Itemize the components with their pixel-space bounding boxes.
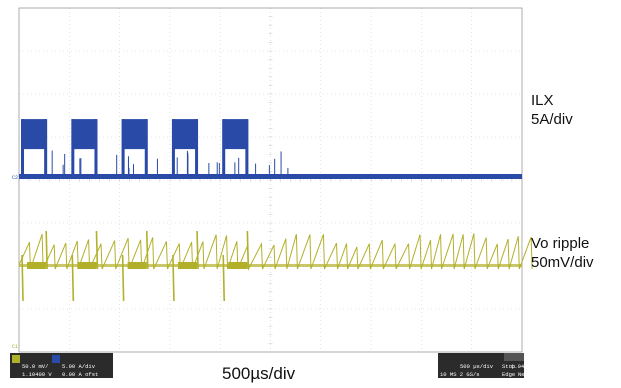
vo-ripple-annotation: Vo ripple 50mV/div <box>531 234 594 272</box>
ilx-high-band <box>223 119 248 150</box>
vo-switching-spike <box>196 230 199 270</box>
trigger-type-readout: Edge <box>502 371 515 378</box>
vo-switching-spike <box>45 230 48 270</box>
ilx-scale-label: 5A/div <box>531 111 573 128</box>
ch1-scale-readout: 50.0 mV/ <box>22 363 48 370</box>
ilx-rising-edge <box>121 119 125 178</box>
vo-switching-spike <box>145 230 149 270</box>
timebase-readout-panel: 500 µs/div 10 MS 2 GS/s Stop Edge 1.0460… <box>438 353 538 378</box>
trigger-mode-readout: Stop <box>502 363 515 370</box>
ilx-falling-edge <box>144 119 148 178</box>
vo-switching-spike <box>21 254 24 302</box>
vo-baseline-band <box>19 264 522 267</box>
ilx-rising-edge <box>222 119 226 178</box>
vo-scale-label: 50mV/div <box>531 254 594 271</box>
trigger-level-readout: 1.0460 V <box>511 363 538 370</box>
vo-sawtooth <box>18 233 533 271</box>
ilx-high-band <box>122 119 147 150</box>
vo-switching-spike <box>71 254 75 302</box>
scope-grid <box>18 7 523 353</box>
ilx-low-band <box>19 174 522 179</box>
vo-switching-spike <box>246 230 250 270</box>
ilx-high-band <box>22 119 47 150</box>
sample-readout: 10 MS 2 GS/s <box>440 371 480 378</box>
ilx-falling-edge <box>44 119 48 178</box>
ilx-falling-edge <box>195 119 199 178</box>
ch2-offset-readout: 0.00 A ofst <box>62 371 98 378</box>
ilx-rising-edge <box>71 119 75 178</box>
ilx-rising-edge <box>171 119 175 178</box>
ilx-rising-edge <box>21 119 25 178</box>
trigger-slope-readout: Neg <box>518 371 528 378</box>
vo-series-name: Vo ripple <box>531 235 590 252</box>
vo-switching-spike <box>95 230 99 270</box>
ilx-falling-edge <box>94 119 98 178</box>
ilx-annotation: ILX 5A/div <box>531 91 573 129</box>
ilx-falling-edge <box>245 119 249 178</box>
ilx-high-band <box>172 119 198 150</box>
plot-frame <box>18 7 523 353</box>
vo-switching-spike <box>172 254 175 302</box>
timebase-readout: 500 µs/div <box>460 363 494 370</box>
ilx-trace <box>19 119 522 179</box>
vo-switching-spike <box>222 254 226 302</box>
ilx-high-band <box>72 119 97 150</box>
ilx-ground-marker: C2 <box>12 175 18 181</box>
vo-ground-marker: C1 <box>12 344 18 350</box>
vo-ripple-trace <box>18 230 533 302</box>
ilx-series-name: ILX <box>531 92 554 109</box>
channel-readout-panel: 50.0 mV/ 1.10400 V 5.00 A/div 0.00 A ofs… <box>10 353 113 378</box>
vo-switching-spike <box>121 254 125 302</box>
ch1-offset-readout: 1.10400 V <box>22 371 52 378</box>
timebase-axis-label: 500µs/div <box>222 364 296 383</box>
ch2-scale-readout: 5.00 A/div <box>62 363 96 370</box>
